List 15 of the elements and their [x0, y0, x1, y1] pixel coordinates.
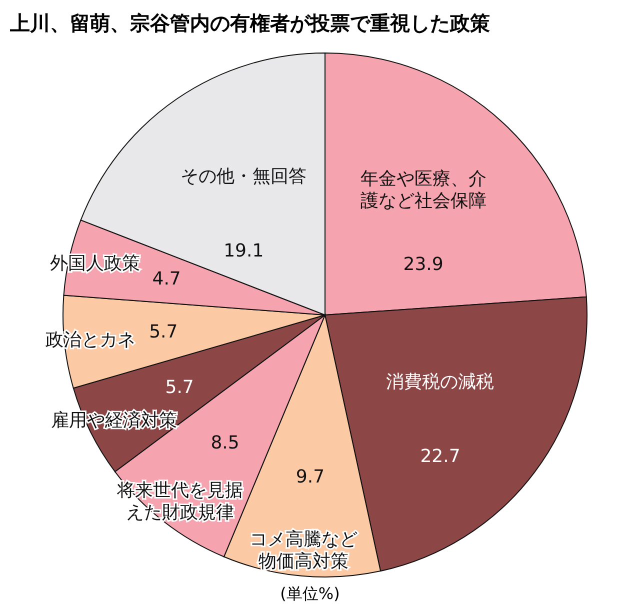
slice-label: コメ高騰など物価高対策 — [250, 528, 358, 572]
data-label: 19.1 — [224, 240, 264, 262]
data-label: 8.5 — [210, 432, 240, 454]
data-label: 5.7 — [165, 376, 194, 398]
data-label: 4.7 — [152, 268, 181, 290]
data-label: 9.7 — [296, 466, 325, 488]
slice-label: その他・無回答 — [180, 166, 307, 187]
text: (単位%) — [279, 584, 341, 605]
chart-title: 上川、留萌、宗谷管内の有権者が投票で重視した政策 — [10, 10, 490, 37]
data-label: 5.7 — [149, 321, 178, 342]
slice-label: 消費税の減税 — [386, 371, 494, 392]
data-label: 22.7 — [420, 446, 460, 468]
slice-label: 年金や医療、介護など社会保障 — [360, 168, 486, 212]
slice-label: 外国人政策 — [50, 252, 140, 274]
data-label: 23.9 — [403, 254, 444, 276]
